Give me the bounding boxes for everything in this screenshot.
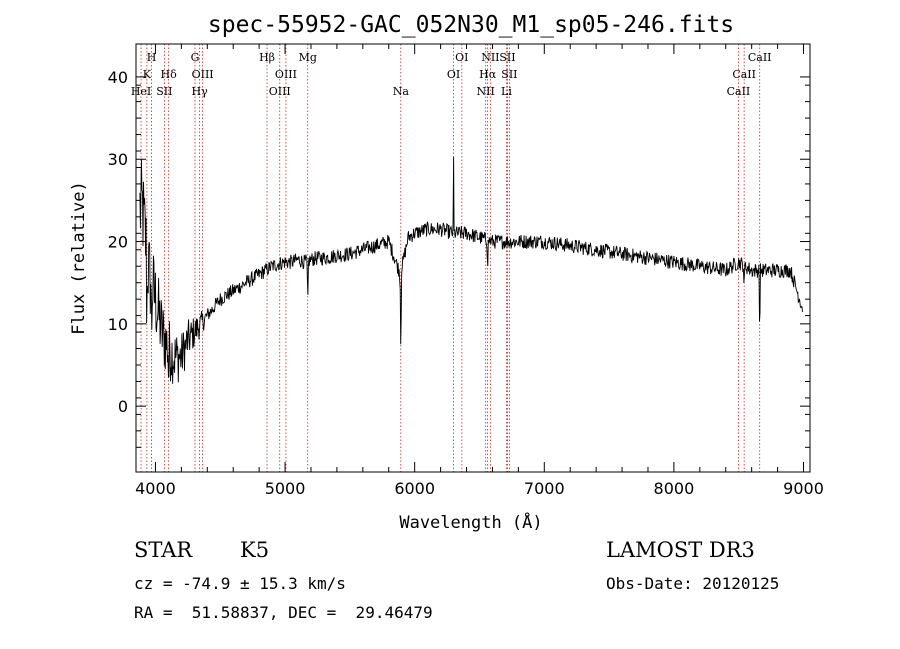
obs-date: Obs-Date: 20120125 [606,574,780,593]
spectral-line-label: SII [156,85,172,98]
spectral-line-label: CaII [732,68,756,81]
axis-ticks: 4000 5000 6000 7000 8000 9000 0 10 20 30 40 [108,44,824,498]
spectral-line-label: H [147,51,157,64]
x-tick-label: 9000 [783,479,824,498]
spectral-line-label: Hβ [259,51,275,64]
y-axis-label: Flux (relative) [69,181,89,335]
spectral-line-label: Na [393,85,410,98]
object-subclass: K5 [240,538,270,562]
x-tick-label: 8000 [654,479,695,498]
y-tick-label: 20 [108,233,128,252]
spectral-line-label: SII [501,68,517,81]
spectral-line-label: OI [447,68,460,81]
spectral-line-label: G [191,51,200,64]
spectral-line-label: OI [455,51,468,64]
spectral-line-label: Hα [479,68,497,81]
spectral-line-label: Mg [299,51,317,64]
y-tick-label: 40 [108,68,128,87]
spectral-line-label: OIII [275,68,297,81]
coordinates: RA = 51.58837, DEC = 29.46479 [134,603,433,622]
spectral-line-label: NII [477,85,495,98]
spectral-line-label: CaII [727,85,751,98]
spectrum-line [139,157,803,384]
survey-name: LAMOST DR3 [606,538,755,562]
x-tick-label: 5000 [265,479,306,498]
spectral-line-label: SII [499,51,515,64]
spectral-line-label: CaII [748,51,772,64]
plot-frame [135,43,811,473]
spectral-line-label: OIII [192,68,214,81]
spectral-line-label: NII [481,51,499,64]
x-tick-label: 6000 [394,479,435,498]
chart-title: spec-55952-GAC_052N30_M1_sp05-246.fits [208,12,734,38]
object-class: STAR [134,538,193,562]
redshift-text: cz = -74.9 ± 15.3 km/s [134,574,346,593]
x-tick-label: 4000 [135,479,176,498]
x-tick-label: 7000 [524,479,565,498]
x-axis-label: Wavelength (Å) [399,511,542,533]
spectral-line-label: Li [501,85,512,98]
spectral-line-label: HeI [131,85,151,98]
spectral-line-label: Hδ [161,68,178,81]
spectral-line-label: K [143,68,152,81]
spectral-line-label: OIII [269,85,291,98]
y-tick-label: 0 [118,397,128,416]
y-tick-label: 10 [108,315,128,334]
y-tick-label: 30 [108,150,128,169]
spectral-line-label: Hγ [192,85,209,98]
spectrum-layer [139,157,803,384]
